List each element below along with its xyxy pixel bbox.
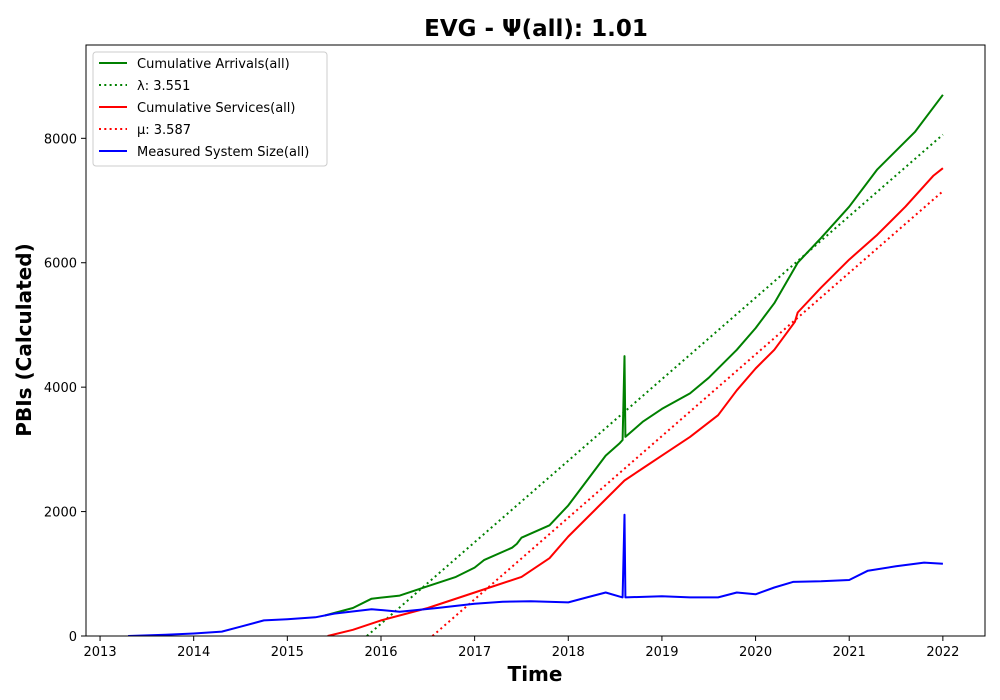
series-line-5 — [128, 513, 943, 636]
y-tick-label: 8000 — [44, 132, 77, 147]
chart-title: EVG - Ψ(all): 1.01 — [424, 16, 648, 42]
legend-label: Cumulative Arrivals(all) — [137, 57, 290, 72]
y-axis-label: PBIs (Calculated) — [12, 243, 36, 436]
y-tick-label: 6000 — [44, 257, 77, 272]
y-tick-label: 2000 — [44, 506, 77, 521]
x-axis-ticks: 2013 2014 2015 2016 2017 2018 2019 2020 2021 2022 — [84, 636, 959, 660]
legend-label: μ: 3.587 — [137, 123, 191, 138]
series-line-3 — [327, 167, 944, 636]
plot-frame — [85, 44, 986, 637]
series-line-4 — [431, 190, 944, 636]
legend-box — [92, 51, 328, 167]
y-tick-label: 0 — [69, 630, 77, 645]
legend-label: λ: 3.551 — [137, 79, 190, 94]
x-tick-label: 2021 — [833, 645, 866, 660]
x-tick-label: 2018 — [552, 645, 585, 660]
x-tick-label: 2013 — [84, 645, 117, 660]
y-tick-label: 4000 — [44, 381, 77, 396]
x-tick-label: 2014 — [177, 645, 210, 660]
legend: Cumulative Arrivals(all) λ: 3.551 Cumulati… — [92, 51, 328, 167]
x-tick-label: 2022 — [926, 645, 959, 660]
x-tick-label: 2020 — [739, 645, 772, 660]
series-line-1 — [324, 94, 944, 617]
x-axis-label: Time — [508, 662, 563, 686]
x-tick-label: 2019 — [645, 645, 678, 660]
x-tick-label: 2017 — [458, 645, 491, 660]
x-tick-label: 2015 — [271, 645, 304, 660]
legend-label: Cumulative Services(all) — [137, 101, 295, 116]
legend-label: Measured System Size(all) — [137, 145, 309, 160]
series-line-2 — [366, 133, 944, 636]
x-tick-label: 2016 — [364, 645, 397, 660]
y-axis-ticks: 0 2000 4000 6000 8000 — [44, 132, 86, 645]
plot-lines — [128, 94, 944, 636]
